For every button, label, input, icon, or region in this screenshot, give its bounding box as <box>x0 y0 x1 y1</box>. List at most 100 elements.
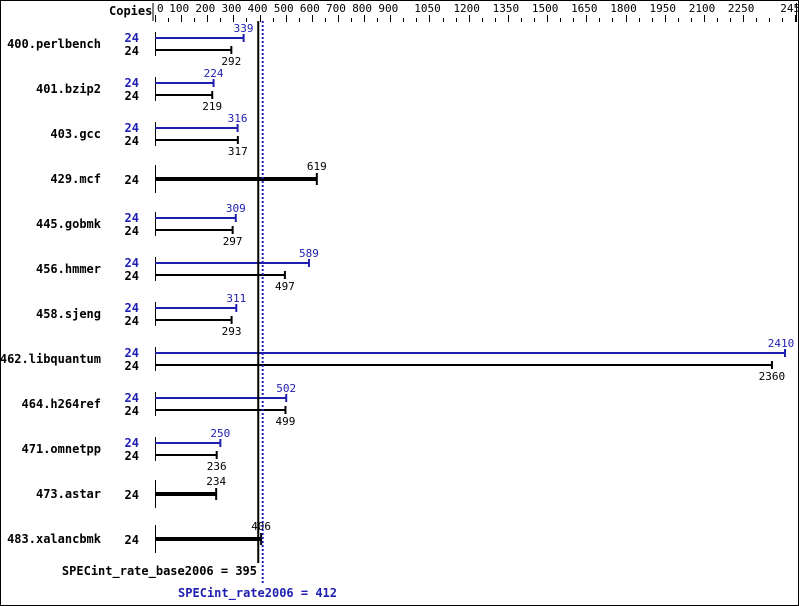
tick-label: 1050 <box>414 2 441 15</box>
tick-label: 600 <box>300 2 320 15</box>
base-copies-label: 24 <box>125 224 139 238</box>
peak-copies-label: 24 <box>125 76 139 90</box>
base-copies-label: 24 <box>125 89 139 103</box>
peak-bar <box>155 262 309 264</box>
tick-label: 1650 <box>571 2 598 15</box>
benchmark-row: 429.mcf 24 619 <box>50 160 327 193</box>
benchmark-label: 400.perlbench <box>7 37 101 51</box>
benchmark-label: 456.hmmer <box>36 262 101 276</box>
peak-value: 311 <box>226 292 246 305</box>
tick-label: 300 <box>221 2 241 15</box>
tick-label: 1500 <box>532 2 559 15</box>
peak-value: 316 <box>228 112 248 125</box>
peak-copies-label: 24 <box>125 391 139 405</box>
benchmark-label: 462.libquantum <box>1 352 101 366</box>
base-bar <box>155 274 285 276</box>
peak-value: 224 <box>204 67 224 80</box>
tick-label: 700 <box>326 2 346 15</box>
peak-bar <box>155 82 214 84</box>
peak-value: 2410 <box>768 337 795 350</box>
base-value: 497 <box>275 280 295 293</box>
peak-bar <box>155 217 236 219</box>
base-copies-label: 24 <box>125 314 139 328</box>
tick-label: 2250 <box>728 2 755 15</box>
base-value: 297 <box>223 235 243 248</box>
base-bar <box>155 49 232 51</box>
base-copies-label: 24 <box>125 134 139 148</box>
benchmark-label: 464.h264ref <box>22 397 101 411</box>
base-value: 499 <box>276 415 296 428</box>
base-copies-label: 24 <box>125 449 139 463</box>
benchmark-label: 401.bzip2 <box>36 82 101 96</box>
peak-copies-label: 24 <box>125 31 139 45</box>
tick-label: 1800 <box>610 2 637 15</box>
tick-label: 1200 <box>453 2 480 15</box>
peak-copies-label: 24 <box>125 211 139 225</box>
base-bar <box>155 177 317 181</box>
base-value: 619 <box>307 160 327 173</box>
tick-label: 2100 <box>689 2 716 15</box>
peak-copies-label: 24 <box>125 121 139 135</box>
copies-label: 24 <box>125 488 139 502</box>
tick-label: 0 <box>157 2 164 15</box>
benchmark-label: 458.sjeng <box>36 307 101 321</box>
base-copies-label: 24 <box>125 404 139 418</box>
peak-bar <box>155 127 238 129</box>
base-copies-label: 24 <box>125 359 139 373</box>
benchmark-row: 473.astar 24 234 <box>36 475 226 508</box>
tick-label: 400 <box>248 2 268 15</box>
tick-label: 900 <box>378 2 398 15</box>
base-summary-label: SPECint_rate_base2006 = 395 <box>62 564 257 579</box>
peak-copies-label: 24 <box>125 436 139 450</box>
peak-copies-label: 24 <box>125 301 139 315</box>
peak-value: 309 <box>226 202 246 215</box>
base-value: 317 <box>228 145 248 158</box>
benchmark-label: 473.astar <box>36 487 101 501</box>
peak-value: 250 <box>210 427 230 440</box>
tick-label: 1350 <box>493 2 520 15</box>
peak-bar <box>155 37 244 39</box>
base-bar <box>155 537 262 541</box>
benchmark-label: 403.gcc <box>50 127 101 141</box>
peak-bar <box>155 442 221 444</box>
peak-copies-label: 24 <box>125 256 139 270</box>
base-value: 236 <box>207 460 227 473</box>
base-bar <box>155 319 232 321</box>
tick-label: 100 <box>169 2 189 15</box>
base-bar <box>155 229 233 231</box>
base-value: 2360 <box>759 370 786 383</box>
peak-value: 339 <box>234 22 254 35</box>
base-value: 406 <box>251 520 271 533</box>
base-value: 293 <box>222 325 242 338</box>
tick-label: 800 <box>352 2 372 15</box>
peak-copies-label: 24 <box>125 346 139 360</box>
benchmark-label: 483.xalancbmk <box>7 532 102 546</box>
benchmark-label: 445.gobmk <box>36 217 102 231</box>
tick-label: 500 <box>274 2 294 15</box>
copies-label: 24 <box>125 173 139 187</box>
base-value: 234 <box>206 475 226 488</box>
peak-bar <box>155 352 785 354</box>
base-bar <box>155 139 238 141</box>
peak-bar <box>155 397 287 399</box>
x-axis: 0 100 200 300 400 500 600 700 800 900 1050 1200 1350… <box>155 2 798 22</box>
peak-bar <box>155 307 237 309</box>
reference-lines <box>257 21 264 585</box>
benchmark-row: 483.xalancbmk 24 406 <box>7 520 271 553</box>
tick-label: 1950 <box>650 2 677 15</box>
base-bar <box>155 492 217 496</box>
base-bar <box>155 454 217 456</box>
copies-label: 24 <box>125 533 139 547</box>
base-copies-label: 24 <box>125 44 139 58</box>
benchmark-label: 471.omnetpp <box>22 442 101 456</box>
